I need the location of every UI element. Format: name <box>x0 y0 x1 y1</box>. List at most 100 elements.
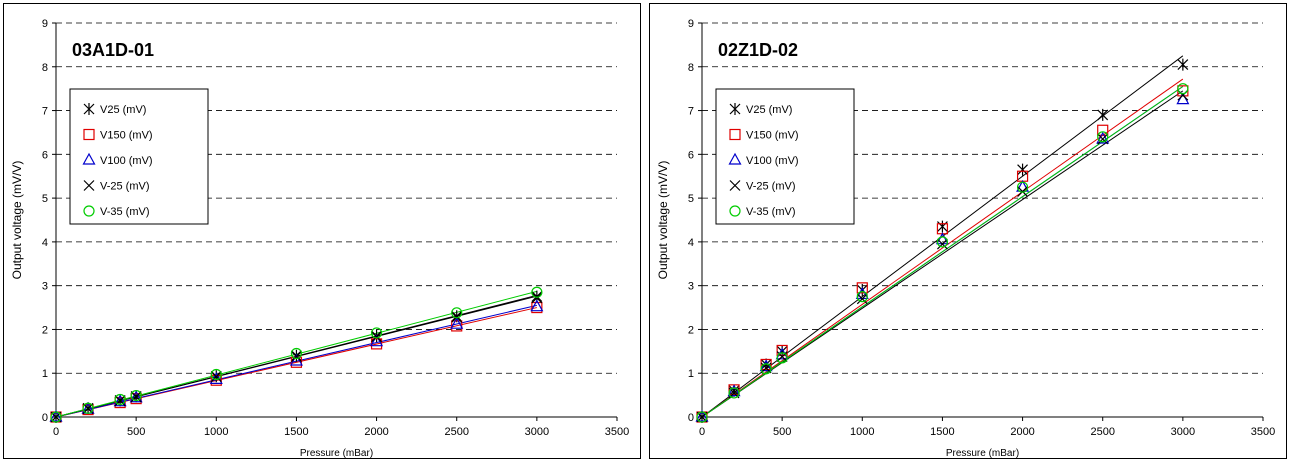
data-point <box>49 409 63 422</box>
legend-marker-v150-mv <box>83 128 95 141</box>
y-axis-title: Output voltage (mV/V) <box>10 161 24 280</box>
data-point <box>1177 58 1189 71</box>
data-point <box>130 393 142 405</box>
legend: V25 (mV) V150 (mV) V100 (mV) V-25 (mV) V-35 … <box>715 88 855 225</box>
data-point <box>210 368 222 381</box>
data-point <box>113 394 127 407</box>
legend-marker-v100-mv <box>82 152 96 165</box>
data-point <box>856 282 868 294</box>
data-point <box>451 310 463 323</box>
legend-marker-v25-mv <box>729 103 741 115</box>
y-tick-label: 6 <box>42 149 48 161</box>
chart-svg: 0 1 2 3 4 5 6 7 8 9 0 500 1000 1500 2000 2500 3000 3500 Pr… <box>656 18 1275 458</box>
data-point <box>760 363 772 375</box>
chart-title: 03A1D-01 <box>72 40 154 60</box>
y-tick-label: 9 <box>42 18 48 30</box>
data-point <box>114 396 126 409</box>
data-point <box>1017 186 1028 197</box>
data-point <box>776 351 788 363</box>
legend-marker-v25-mv <box>83 103 95 115</box>
y-tick-label: 4 <box>688 237 694 249</box>
data-point <box>451 320 463 332</box>
data-point <box>130 391 142 403</box>
legend-marker-v-25-mv <box>83 180 95 191</box>
y-tick-label: 2 <box>42 324 48 336</box>
x-tick-label: 1000 <box>850 426 874 438</box>
legend-label: V100 (mV) <box>100 155 153 167</box>
y-tick-label: 7 <box>688 106 694 118</box>
x-tick-label: 3500 <box>605 426 629 438</box>
legend-marker-v150-mv <box>729 128 741 141</box>
legend-label: V25 (mV) <box>100 104 146 116</box>
data-point <box>776 344 788 357</box>
legend-marker-v-35-mv <box>83 205 95 217</box>
x-tick-label: 3000 <box>525 426 549 438</box>
data-point <box>1016 181 1029 193</box>
legend-label: V150 (mV) <box>100 130 153 142</box>
y-tick-label: 4 <box>42 237 48 249</box>
legend-label: V-35 (mV) <box>746 206 796 218</box>
legend-label: V-25 (mV) <box>100 181 150 193</box>
x-tick-label: 2500 <box>444 426 468 438</box>
y-tick-label: 8 <box>688 62 694 74</box>
data-point <box>1097 124 1109 136</box>
chart-panel-03A1D-01: 0 1 2 3 4 5 6 7 8 9 0 500 1000 1500 2000 2500 3000 3500 Pr… <box>3 3 641 459</box>
data-point <box>370 334 384 347</box>
x-tick-label: 2500 <box>1090 426 1114 438</box>
data-point <box>371 331 382 343</box>
y-tick-label: 6 <box>688 149 694 161</box>
x-axis-title: Pressure (mBar) <box>946 448 1019 458</box>
y-tick-label: 8 <box>42 62 48 74</box>
x-tick-label: 2000 <box>364 426 388 438</box>
data-point <box>82 402 94 414</box>
data-point <box>1097 133 1109 145</box>
y-tick-label: 7 <box>42 106 48 118</box>
series-v-35-mv <box>50 286 543 423</box>
data-point <box>129 390 143 403</box>
y-axis-title: Output voltage (mV/V) <box>656 161 670 280</box>
legend-box <box>715 88 855 225</box>
y-tick-label: 0 <box>42 412 48 424</box>
legend: V25 (mV) V150 (mV) V100 (mV) V-25 (mV) V-35 … <box>69 88 209 225</box>
data-point <box>451 311 463 323</box>
data-point <box>1177 83 1189 95</box>
data-point <box>695 409 709 422</box>
x-tick-label: 0 <box>53 426 59 438</box>
y-tick-label: 3 <box>688 281 694 293</box>
data-point <box>450 316 464 329</box>
legend-label: V150 (mV) <box>746 130 799 142</box>
x-tick-label: 1000 <box>204 426 228 438</box>
y-tick-label: 5 <box>688 193 694 205</box>
x-tick-label: 3500 <box>1251 426 1275 438</box>
series-v-35-mv <box>696 83 1189 423</box>
y-tick-label: 3 <box>42 281 48 293</box>
data-point <box>114 395 126 407</box>
legend-marker-v100-mv <box>728 152 742 165</box>
x-tick-label: 500 <box>127 426 145 438</box>
data-point <box>1096 131 1110 144</box>
legend-box <box>69 88 209 225</box>
data-point <box>531 292 543 304</box>
series-v-25-mv <box>50 292 543 423</box>
y-tick-label: 0 <box>688 412 694 424</box>
data-point <box>530 299 544 312</box>
data-point <box>210 374 222 386</box>
legend-label: V-25 (mV) <box>746 181 796 193</box>
y-tick-label: 1 <box>688 368 694 380</box>
data-point <box>937 220 948 233</box>
x-tick-label: 3000 <box>1171 426 1195 438</box>
x-tick-label: 1500 <box>930 426 954 438</box>
x-axis-title: Pressure (mBar) <box>300 448 373 458</box>
chart-svg: 0 1 2 3 4 5 6 7 8 9 0 500 1000 1500 2000 2500 3000 3500 Pr… <box>10 18 629 458</box>
data-point <box>937 238 948 250</box>
data-point <box>451 307 463 319</box>
data-point <box>130 389 142 402</box>
x-tick-label: 1500 <box>284 426 308 438</box>
data-point <box>210 371 222 383</box>
data-point <box>50 411 62 423</box>
data-point <box>1097 131 1109 143</box>
data-point <box>856 293 868 305</box>
y-tick-label: 1 <box>42 368 48 380</box>
legend-label: V-35 (mV) <box>100 206 150 218</box>
legend-label: V100 (mV) <box>746 155 799 167</box>
